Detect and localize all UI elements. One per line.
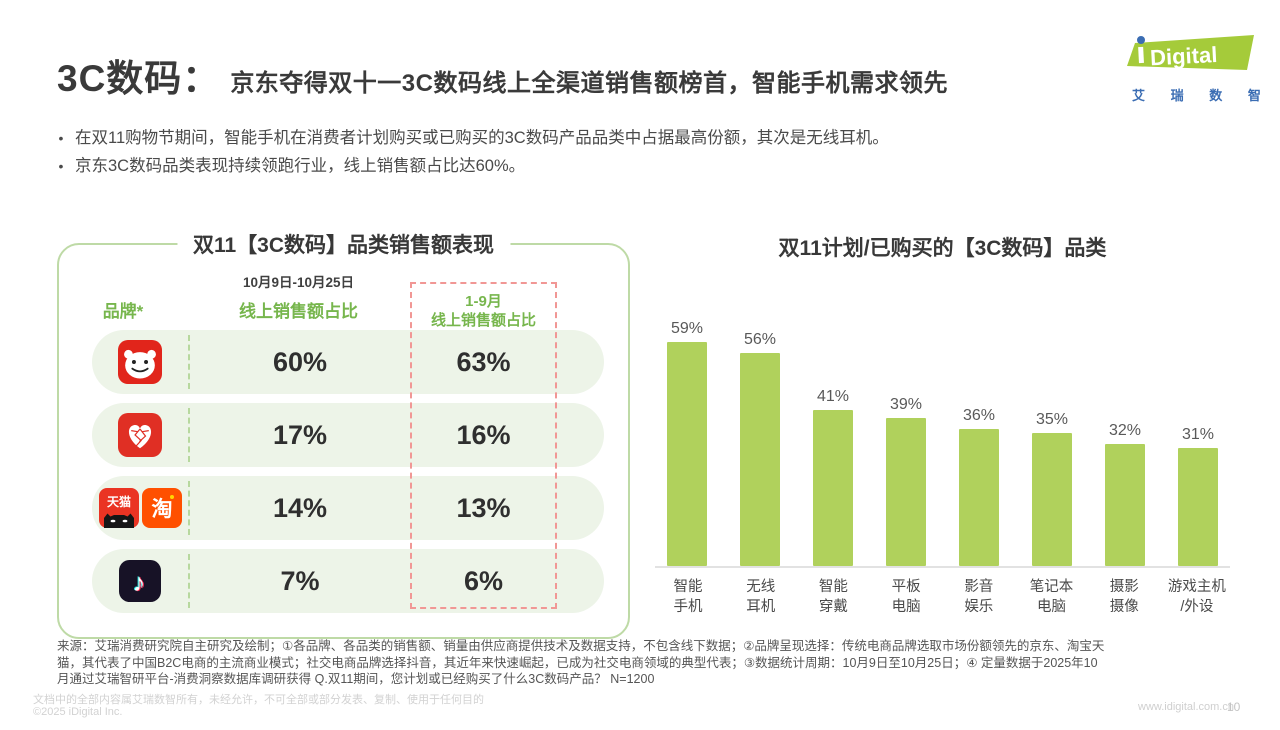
bar [813,410,853,566]
category-label: 游戏主机 /外设 [1167,579,1226,615]
douyin-jan-sep-share: 6% [463,566,504,596]
idigital-logo-icon: Digital [1127,35,1254,70]
douyin-note-icon: ♪ ♪ ♪ [119,560,161,602]
source-note-line: 月通过艾瑞智研平台-消费洞察数据库调研获得 Q.双11期间，您计划或已经购买了什… [57,672,655,686]
bar [886,417,926,566]
source-notes: 来源：艾瑞消费研究院自主研究及绘制；①各品牌、各品类的销售额、销量由供应商提供技… [57,638,1104,688]
category-bar-chart: 59% 56% 41% 39% 36% 35% 32% 31% 智能 手机 无线 耳机 智能 穿戴… [655,310,1230,617]
douyin-logo: ♪ ♪ ♪ [92,549,188,613]
douyin-online-share: 7% [280,566,320,596]
source-note-line: 猫，其代表了中国B2C电商的主流商业模式；社交电商品牌选择抖音，其近年来快速崛起… [57,655,1098,670]
column-header-jan-sep-line2: 线上销售额占比 [430,312,536,329]
logo-word: Digital [1149,42,1217,70]
category-labels-row: 智能 手机 无线 耳机 智能 穿戴 平板 电脑 影音 娱乐 笔记本 电脑 摄影 摄像 游戏主机… [655,577,1230,617]
bullet-item: • 在双11购物节期间，智能手机在消费者计划购买或已购买的3C数码产品品类中占据… [47,124,889,152]
bar-group: 41% [801,388,865,566]
category-label: 无线 耳机 [746,579,776,615]
bar-group: 31% [1166,426,1230,566]
bar-group: 59% [655,320,719,566]
bar-value-label: 59% [670,319,704,337]
bar-value-label: 39% [889,395,923,413]
chart-title: 双11计划/已购买的【3C数码】品类 [778,237,1107,260]
title-prefix: 3C数码： [57,58,221,99]
tmall-text: 天猫 [106,494,130,509]
bar-value-label: 31% [1181,426,1215,444]
jd-jan-sep-share: 63% [456,347,511,377]
bar-value-label: 56% [743,331,777,349]
pinduoduo-online-share: 17% [272,420,328,450]
bar-group: 36% [947,407,1011,566]
bar [667,341,707,566]
date-range-label: 10月9日-10月25日 [242,275,355,290]
column-header-jan-sep-line1: 1-9月 [465,293,502,310]
category-label: 智能 穿戴 [818,579,848,615]
bar [1105,444,1145,566]
bar-group: 35% [1020,411,1084,566]
page-number: 10 [1227,700,1241,714]
summary-bullets: • 在双11购物节期间，智能手机在消费者计划购买或已购买的3C数码产品品类中占据… [47,124,889,180]
taobao-icon: 淘 [141,488,182,528]
column-header-online-share: 线上销售额占比 [239,302,358,321]
copyright-line: ©2025 iDigital Inc. [33,706,123,718]
table-row-pinduoduo: 17% 16% [92,403,604,467]
tmall-taobao-logo: 天猫 淘 [92,476,188,540]
row-divider [188,335,190,389]
bar [1032,433,1072,566]
tmall-taobao-jan-sep-share: 13% [456,493,511,523]
pinduoduo-jan-sep-share: 16% [456,420,511,450]
bar [1178,448,1218,566]
table-row-douyin: ♪ ♪ ♪ 7% 6% [92,549,604,613]
page-title: 3C数码： 京东夺得双十一3C数码线上全渠道销售额榜首，智能手机需求领先 [57,48,948,102]
bar-value-label: 32% [1108,422,1142,440]
table-row-jd: 60% 63% [92,330,604,394]
column-header-brand: 品牌* [102,302,144,321]
bullet-text: 在双11购物节期间，智能手机在消费者计划购买或已购买的3C数码产品品类中占据最高… [75,129,889,147]
copyright-disclaimer: 文档中的全部内容属艾瑞数智所有，未经允许，不可全部或部分发表、复制、使用于任何目… [33,694,484,706]
row-divider [188,408,190,462]
music-note-cyan: ♪ [132,568,145,596]
bullet-dot: • [58,158,64,174]
website-url: www.idigital.com.cn [1138,701,1234,713]
bar-group: 56% [728,331,792,566]
category-label: 平板 电脑 [891,579,921,615]
logo-chinese-name: 艾 瑞 数 智 [1132,88,1272,103]
category-label: 影音 娱乐 [964,579,994,615]
table-row-tmall-taobao: 天猫 淘 14% 13% [92,476,604,540]
bullet-dot: • [58,130,64,146]
taobao-text: 淘 [151,497,172,521]
category-label: 智能 手机 [673,579,703,615]
idigital-logo: Digital 艾 瑞 数 智 [1126,34,1272,104]
tmall-taobao-online-share: 14% [272,493,328,523]
logo-i-stem-icon [1138,46,1144,64]
bar [740,353,780,566]
jd-online-share: 60% [272,347,328,377]
bullet-item: • 京东3C数码品类表现持续领跑行业，线上销售额占比达60%。 [47,152,889,180]
brand-share-panel: 双11【3C数码】品类销售额表现 10月9日-10月25日 品牌* 线上销售额占… [57,229,630,639]
bar-group: 32% [1093,422,1157,566]
row-divider [188,481,190,535]
pinduoduo-logo [92,403,188,467]
bar-value-label: 36% [962,407,996,425]
music-note: ♪ [133,569,146,597]
pinduoduo-heart-icon [118,413,162,457]
bar-value-label: 41% [816,388,850,406]
jd-logo [92,330,188,394]
tmall-icon: 天猫 [98,488,139,528]
jd-dog-icon [118,340,162,384]
panel-title: 双11【3C数码】品类销售额表现 [176,229,511,259]
row-divider [188,554,190,608]
bar [959,429,999,566]
music-note-pink: ♪ [134,570,147,598]
bar-value-label: 35% [1035,411,1069,428]
logo-i-dot-icon [1137,36,1145,44]
bar-group: 39% [874,396,938,566]
bars-row: 59% 56% 41% 39% 36% 35% 32% 31% [655,310,1230,568]
source-note-line: 来源：艾瑞消费研究院自主研究及绘制；①各品牌、各品类的销售额、销量由供应商提供技… [57,639,1105,653]
category-label: 笔记本 电脑 [1029,579,1074,615]
bullet-text: 京东3C数码品类表现持续领跑行业，线上销售额占比达60%。 [75,157,526,175]
category-label: 摄影 摄像 [1109,579,1139,615]
title-subtitle: 京东夺得双十一3C数码线上全渠道销售额榜首，智能手机需求领先 [230,70,948,97]
